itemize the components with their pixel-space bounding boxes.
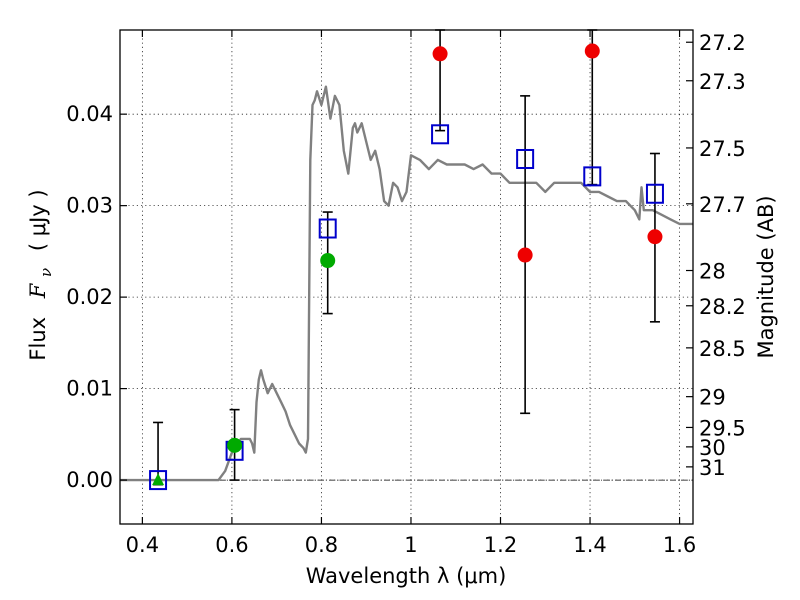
model-sed-line: [120, 85, 693, 482]
model-photometry-square: [431, 124, 450, 145]
x-tick-label: 1.2: [484, 533, 517, 557]
right-tick-label: 29.5: [699, 416, 746, 440]
green-data-point: [320, 253, 336, 269]
y-tick-label: 0.02: [66, 285, 113, 309]
y-axis-label-right: Magnitude (AB): [754, 195, 778, 358]
y-tick-label: 0.04: [66, 102, 113, 126]
x-tick-label: 1.4: [573, 533, 606, 557]
y-tick-label: 0.00: [66, 468, 113, 492]
model-photometry-square: [583, 166, 602, 187]
right-tick-label: 27.7: [699, 193, 746, 217]
right-tick-label: 28.5: [699, 337, 746, 361]
grid: [120, 30, 693, 524]
y-axis-label-left: Flux F ν ( μJy ): [26, 189, 56, 360]
right-tick-label: 27.3: [699, 70, 746, 94]
red-data-point: [432, 46, 448, 62]
plot-area: [120, 29, 693, 491]
y-axis-label-subscript: ν: [37, 268, 55, 277]
model-photometry-square: [516, 148, 535, 169]
error-bar: [435, 29, 446, 132]
axis-ticks: 0.4 0.6 0.8 1 1.2 1.4 1.6 0.00 0.01 0.02 0.03 0.04 2…: [66, 30, 746, 557]
right-tick-label: 31: [699, 456, 726, 480]
x-tick-label: 1.6: [663, 533, 696, 557]
right-tick-label: 28.2: [699, 295, 746, 319]
y-axis-label-prefix: Flux: [26, 317, 50, 361]
upper-limit-triangle: [152, 473, 165, 486]
right-tick-label: 27.5: [699, 137, 746, 161]
model-photometry-square: [318, 218, 337, 239]
plot-frame: [119, 29, 694, 525]
red-data-point: [517, 247, 533, 263]
x-tick-label: 0.6: [215, 533, 248, 557]
green-data-point: [227, 437, 243, 453]
right-tick-label: 30: [699, 436, 726, 460]
red-data-point: [584, 43, 600, 59]
y-tick-label: 0.01: [66, 377, 113, 401]
model-photometry-square: [645, 183, 664, 204]
y-axis-label-unit: ( μJy ): [26, 189, 50, 251]
right-tick-label: 29: [699, 386, 726, 410]
right-tick-label: 28: [699, 260, 726, 284]
x-tick-label: 0.4: [126, 533, 159, 557]
red-data-point: [647, 229, 663, 245]
model-photometry-square: [149, 470, 168, 491]
y-tick-label: 0.03: [66, 194, 113, 218]
right-tick-label: 27.2: [699, 31, 746, 55]
x-axis-label: Wavelength λ (μm): [306, 564, 507, 588]
x-tick-label: 1: [404, 533, 417, 557]
y-axis-label-symbol: F: [26, 282, 50, 299]
x-tick-label: 0.8: [305, 533, 338, 557]
